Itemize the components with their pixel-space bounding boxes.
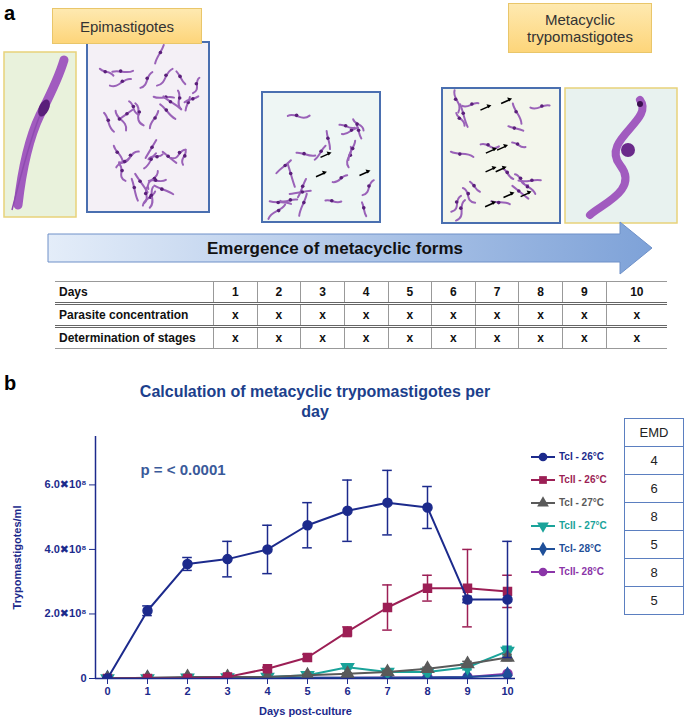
html-text:TcII- 28°C: TcII- 28°C <box>559 566 604 577</box>
html-text:x: x <box>633 331 641 345</box>
svg-text:4.0✖10⁸: 4.0✖10⁸ <box>45 543 87 555</box>
svg-text:Emergence of metacyclic forms: Emergence of metacyclic forms <box>207 239 463 258</box>
html-text:a: a <box>4 2 16 24</box>
html-text:1: 1 <box>232 285 239 299</box>
html-text:x: x <box>232 331 239 345</box>
html-text:x: x <box>362 331 370 345</box>
html-text:b: b <box>4 372 17 394</box>
html-text:TcI- 28°C: TcI- 28°C <box>559 543 602 554</box>
html-text:x: x <box>319 331 326 345</box>
html-text:x: x <box>275 331 283 345</box>
html-text:x: x <box>406 308 414 322</box>
html-text:x: x <box>537 331 544 345</box>
html-text:x: x <box>537 308 544 322</box>
svg-text:2: 2 <box>184 685 190 697</box>
html-text:Calculation of metacyclic tryp: Calculation of metacyclic trypomastigote… <box>139 383 491 420</box>
svg-text:0: 0 <box>80 672 86 684</box>
html-text:5: 5 <box>406 285 414 299</box>
svg-text:7: 7 <box>384 685 390 697</box>
html-text:Determination of stages: Determination of stages <box>59 331 196 345</box>
html-text:4: 4 <box>650 453 658 468</box>
svg-text:5: 5 <box>304 685 310 697</box>
html-text:8: 8 <box>650 565 658 580</box>
html-text:5: 5 <box>650 537 658 552</box>
html-text:Days: Days <box>59 285 88 299</box>
html-text:x: x <box>406 331 414 345</box>
html-text:x: x <box>581 331 588 345</box>
html-text:4: 4 <box>362 285 370 299</box>
svg-text:3: 3 <box>224 685 230 697</box>
html-text:x: x <box>633 308 641 322</box>
html-text:6: 6 <box>450 285 457 299</box>
svg-text:10: 10 <box>501 685 513 697</box>
html-text:x: x <box>319 308 326 322</box>
svg-text:0: 0 <box>104 685 110 697</box>
html-text:8: 8 <box>650 509 658 524</box>
html-text:3: 3 <box>319 285 326 299</box>
html-text:TcI - 27°C: TcI - 27°C <box>559 497 604 508</box>
svg-text:6: 6 <box>344 685 350 697</box>
svg-text:6.0✖10⁸: 6.0✖10⁸ <box>45 478 87 490</box>
svg-text:Days post-culture: Days post-culture <box>259 705 352 717</box>
html-text:8: 8 <box>537 285 544 299</box>
html-text:x: x <box>232 308 239 322</box>
svg-text:p = < 0.0001: p = < 0.0001 <box>141 461 226 478</box>
html-text:x: x <box>450 308 457 322</box>
html-text:6: 6 <box>650 481 658 496</box>
html-text:9: 9 <box>581 285 588 299</box>
html-text:5: 5 <box>650 593 658 608</box>
html-text:TcII - 27°C: TcII - 27°C <box>559 520 607 531</box>
html-text:Epimastigotes: Epimastigotes <box>79 17 175 35</box>
html-text:TcII - 26°C: TcII - 26°C <box>559 474 607 485</box>
html-text:EMD: EMD <box>639 425 669 440</box>
html-text:7: 7 <box>493 285 501 299</box>
html-text:x: x <box>450 331 457 345</box>
html-text:x: x <box>362 308 370 322</box>
svg-text:8: 8 <box>424 685 430 697</box>
svg-text:9: 9 <box>464 685 470 697</box>
svg-text:Trypomastigotes/ml: Trypomastigotes/ml <box>11 506 23 610</box>
html-text:10: 10 <box>630 285 644 299</box>
html-text:x: x <box>581 308 588 322</box>
html-text:Parasite concentration: Parasite concentration <box>59 308 189 322</box>
html-text:x: x <box>493 308 501 322</box>
svg-text:1: 1 <box>144 685 150 697</box>
html-text:x: x <box>493 331 501 345</box>
html-text:Metacyclic trypomastigotes: Metacyclic trypomastigotes <box>527 11 633 45</box>
html-text:x: x <box>275 308 283 322</box>
html-text:TcI - 26°C: TcI - 26°C <box>559 451 604 462</box>
svg-text:4: 4 <box>264 685 271 697</box>
svg-text:2.0✖10⁸: 2.0✖10⁸ <box>45 607 87 619</box>
html-text:2: 2 <box>275 285 283 299</box>
